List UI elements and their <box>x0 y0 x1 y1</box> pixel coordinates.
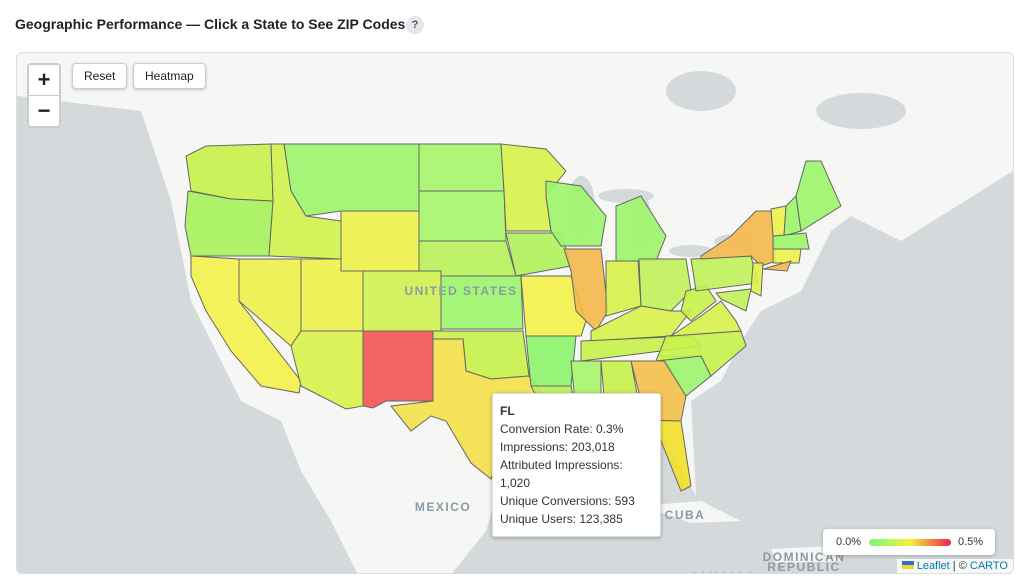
map-label: MEXICO <box>415 500 471 514</box>
tooltip-line: Impressions: 203,018 <box>500 440 615 454</box>
state[interactable] <box>418 190 507 242</box>
zoom-control: + − <box>27 63 61 128</box>
lake <box>669 245 713 257</box>
reset-button[interactable]: Reset <box>72 63 128 89</box>
map-canvas[interactable]: UNITED STATESMEXICOCUBADOMINICANREPUBLIC… <box>17 53 1013 573</box>
lake <box>598 189 654 203</box>
state[interactable] <box>418 143 505 192</box>
state[interactable] <box>772 232 810 250</box>
state[interactable] <box>638 258 692 312</box>
state[interactable] <box>762 260 792 272</box>
state[interactable] <box>440 275 524 330</box>
state[interactable] <box>605 260 642 317</box>
attribution-separator: | © <box>952 560 967 572</box>
tooltip-line: Attributed Impressions: 1,020 <box>500 458 623 490</box>
tooltip-title: FL <box>500 404 515 418</box>
state[interactable] <box>770 205 787 237</box>
state[interactable] <box>545 180 607 247</box>
zoom-out[interactable]: − <box>29 95 59 126</box>
heatmap-button[interactable]: Heatmap <box>133 63 206 89</box>
state[interactable] <box>418 240 517 277</box>
tooltip-lines: Conversion Rate: 0.3% Impressions: 203,01… <box>500 420 653 528</box>
state[interactable] <box>795 160 842 232</box>
state[interactable] <box>516 275 587 337</box>
zoom-in[interactable]: + <box>37 67 51 92</box>
map-label: UNITED STATES <box>404 284 517 298</box>
state[interactable] <box>362 330 434 409</box>
state[interactable] <box>669 300 742 337</box>
state[interactable] <box>184 190 274 257</box>
map[interactable]: UNITED STATES MEXICO CUBA DOMINICAN REPUBLIC… <box>16 52 1014 574</box>
lake <box>816 93 906 129</box>
map-label: JAMAICA <box>690 570 755 573</box>
tooltip-line: Unique Conversions: 593 <box>500 494 635 508</box>
state[interactable] <box>615 195 667 262</box>
leaflet-link[interactable]: Leaflet <box>916 560 950 572</box>
help-icon[interactable]: ? <box>406 16 424 34</box>
legend-min: 0.0% <box>836 536 862 548</box>
flag-icon <box>901 561 914 569</box>
tooltip-line: Conversion Rate: 0.3% <box>500 422 624 436</box>
land <box>641 501 741 523</box>
state[interactable] <box>750 262 764 297</box>
legend-max: 0.5% <box>958 536 984 548</box>
carto-link[interactable]: CARTO <box>969 560 1008 572</box>
state[interactable] <box>340 210 420 272</box>
state[interactable] <box>525 335 577 387</box>
title: Geographic Performance — Click a State t… <box>15 16 406 32</box>
state[interactable] <box>772 248 802 264</box>
tooltip-line: Unique Users: 123,385 <box>500 512 623 526</box>
tooltip: FL Conversion Rate: 0.3% Impressions: 203… <box>492 393 661 537</box>
attribution: Leaflet | © CARTO <box>896 559 1013 573</box>
legend: 0.0% 0.5% <box>823 529 995 555</box>
state[interactable] <box>362 270 442 332</box>
state[interactable] <box>715 288 752 312</box>
state[interactable] <box>283 143 420 217</box>
map-label: REPUBLIC <box>767 560 840 573</box>
legend-gradient <box>869 539 951 546</box>
lake <box>666 71 736 111</box>
state[interactable] <box>185 143 274 202</box>
map-label: CUBA <box>665 508 706 522</box>
